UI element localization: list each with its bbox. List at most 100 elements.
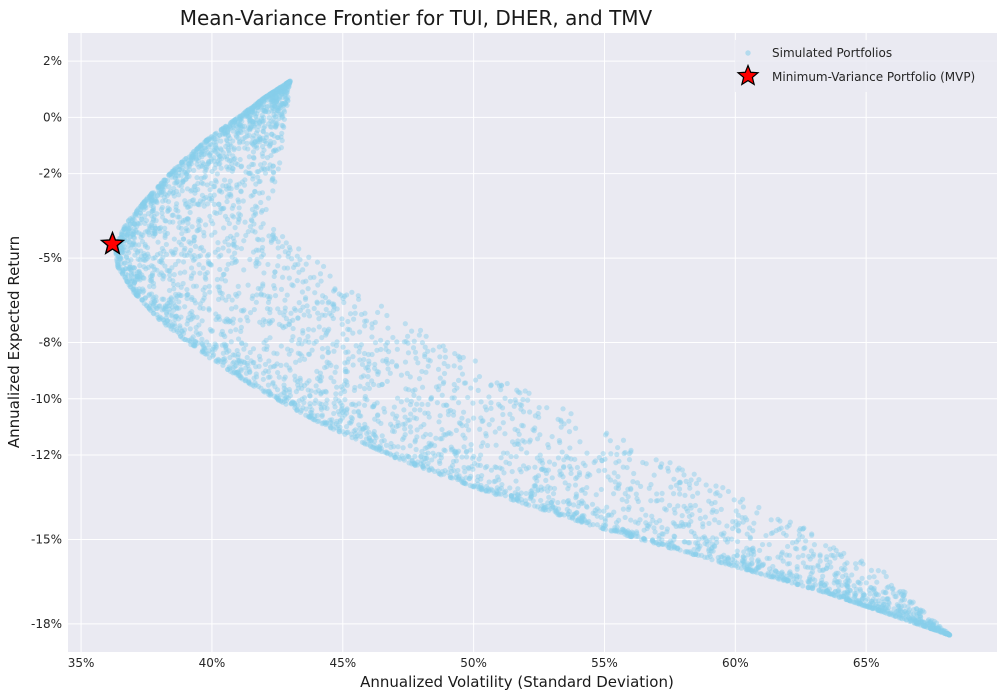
portfolio-point [421,460,427,466]
portfolio-point [321,327,327,333]
portfolio-point [182,177,188,183]
portfolio-point [377,445,383,451]
portfolio-point [280,88,286,95]
portfolio-point [480,418,486,424]
portfolio-point [275,86,281,92]
portfolio-point [433,384,440,390]
portfolio-point [420,462,426,469]
chart-title: Mean-Variance Frontier for TUI, DHER, an… [180,6,653,30]
portfolio-point [142,203,148,209]
portfolio-point [671,544,677,550]
portfolio-point [875,607,881,613]
portfolio-point [223,342,229,348]
portfolio-point [124,247,130,254]
portfolio-point [693,480,700,487]
portfolio-point [196,322,202,328]
portfolio-point [844,582,850,588]
portfolio-point [351,304,358,310]
portfolio-point [749,568,755,574]
portfolio-point [729,525,736,532]
portfolio-point [213,139,219,145]
portfolio-point [257,121,263,127]
portfolio-point [872,598,879,604]
portfolio-point [117,255,123,262]
portfolio-point [545,500,551,506]
portfolio-point [254,259,260,265]
portfolio-point [270,363,277,370]
portfolio-point [691,471,697,477]
portfolio-point [399,436,406,443]
portfolio-point [775,572,781,578]
portfolio-point [739,514,745,521]
portfolio-point [178,225,184,231]
portfolio-point [149,224,155,231]
portfolio-point [615,482,622,488]
portfolio-point [185,227,191,234]
portfolio-point [697,515,703,522]
portfolio-point [742,555,748,561]
portfolio-point [322,388,329,394]
portfolio-point [439,436,445,442]
portfolio-point [193,283,200,289]
portfolio-point [737,499,743,505]
portfolio-point [186,162,192,168]
portfolio-point [744,564,750,571]
portfolio-point [664,526,670,532]
portfolio-point [331,400,337,406]
portfolio-point [194,146,200,152]
portfolio-point [204,182,210,188]
portfolio-point [886,600,892,606]
portfolio-point [142,257,149,263]
portfolio-point [445,469,451,476]
portfolio-point [870,605,877,611]
portfolio-point [148,263,155,269]
portfolio-point [499,405,506,411]
portfolio-point [202,222,209,228]
portfolio-point [302,296,309,302]
portfolio-point [319,312,325,318]
portfolio-point [197,245,203,251]
portfolio-point [532,413,538,419]
portfolio-point [222,131,229,138]
portfolio-point [301,312,307,318]
portfolio-point [237,122,244,128]
portfolio-point [785,577,792,583]
portfolio-point [768,517,774,523]
portfolio-point [356,296,362,302]
portfolio-point [250,135,256,141]
portfolio-point [284,292,290,298]
portfolio-point [567,463,573,469]
portfolio-point [231,145,237,151]
portfolio-point [944,631,950,637]
portfolio-point [195,180,201,187]
portfolio-point [150,206,156,212]
portfolio-point [438,472,444,478]
portfolio-point [219,328,225,335]
portfolio-point [774,574,780,581]
portfolio-point [700,521,706,527]
portfolio-point [596,468,602,474]
portfolio-point [250,105,256,111]
portfolio-point [180,236,186,242]
portfolio-point [576,515,582,521]
portfolio-point [323,306,329,313]
portfolio-point [210,221,216,227]
portfolio-point [349,289,355,295]
portfolio-point [270,105,276,111]
portfolio-point [574,509,580,516]
portfolio-point [272,103,278,109]
portfolio-point [733,518,739,525]
portfolio-point [118,231,124,237]
portfolio-point [452,450,458,457]
portfolio-point [634,530,640,537]
portfolio-point [869,605,875,612]
portfolio-point [268,96,274,102]
portfolio-point [628,517,634,523]
portfolio-point [135,256,141,262]
portfolio-point [176,166,183,173]
portfolio-point [183,225,189,231]
portfolio-point [265,299,272,306]
portfolio-point [857,588,864,594]
portfolio-point [187,310,193,317]
